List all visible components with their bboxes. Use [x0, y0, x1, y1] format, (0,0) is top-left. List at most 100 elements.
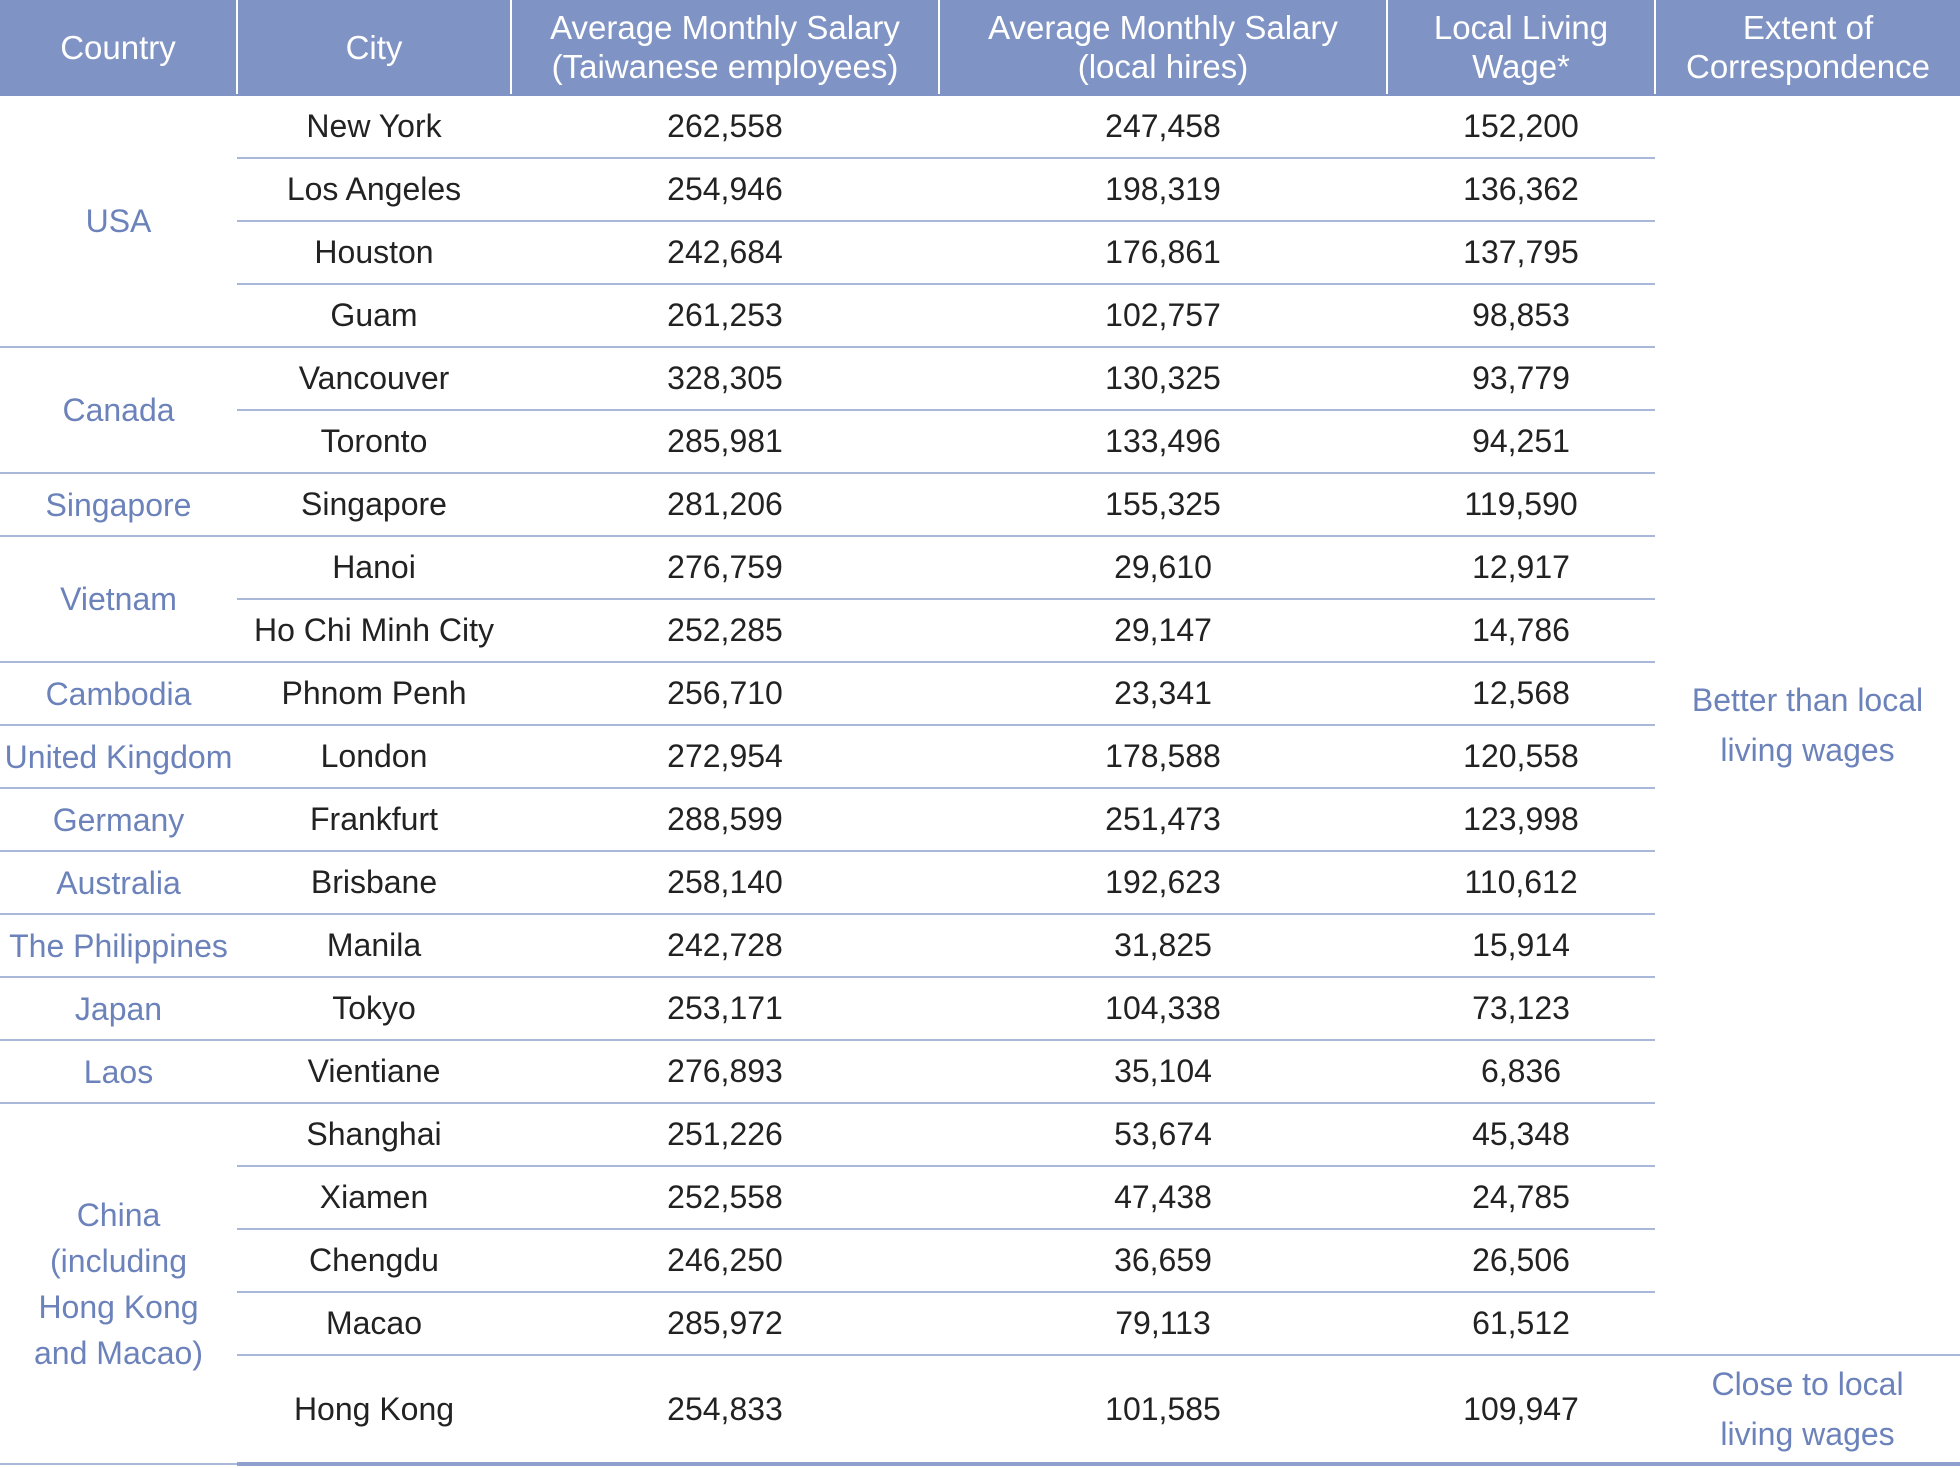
- table-row: Australia Brisbane 258,140 192,623 110,612: [0, 851, 1960, 915]
- table-row: Ho Chi Minh City 252,285 29,147 14,786: [0, 599, 1960, 663]
- living-wage-cell: 73,123: [1387, 977, 1655, 1041]
- living-wage-cell: 98,853: [1387, 284, 1655, 348]
- country-cell: Australia: [0, 851, 237, 915]
- salary-local-cell: 29,147: [939, 599, 1387, 663]
- salary-taiwanese-cell: 262,558: [511, 95, 939, 159]
- salary-local-cell: 23,341: [939, 662, 1387, 726]
- salary-local-cell: 178,588: [939, 725, 1387, 789]
- city-cell: Shanghai: [237, 1103, 511, 1167]
- city-cell: Guam: [237, 284, 511, 348]
- header-correspondence: Extent of Correspondence: [1654, 0, 1960, 96]
- table-row: Chengdu 246,250 36,659 26,506: [0, 1229, 1960, 1293]
- table-row: The Philippines Manila 242,728 31,825 15,914: [0, 914, 1960, 978]
- table-row: Toronto 285,981 133,496 94,251: [0, 410, 1960, 474]
- salary-taiwanese-cell: 276,893: [511, 1040, 939, 1104]
- salary-local-cell: 35,104: [939, 1040, 1387, 1104]
- table-row: Japan Tokyo 253,171 104,338 73,123: [0, 977, 1960, 1041]
- city-cell: Singapore: [237, 473, 511, 537]
- correspondence-cell: Better than local living wages: [1691, 682, 1924, 768]
- header-row: Country City Average Monthly Salary (Taiw…: [0, 0, 1960, 96]
- salary-local-cell: 176,861: [939, 221, 1387, 285]
- country-cell: United Kingdom: [0, 725, 237, 789]
- country-cell: Laos: [0, 1040, 237, 1104]
- salary-taiwanese-cell: 276,759: [511, 536, 939, 600]
- table-row: Laos Vientiane 276,893 35,104 6,836: [0, 1040, 1960, 1104]
- country-cell: Singapore: [0, 473, 237, 537]
- table-row: Macao 285,972 79,113 61,512: [0, 1292, 1960, 1356]
- salary-taiwanese-cell: 258,140: [511, 851, 939, 915]
- salary-taiwanese-cell: 254,833: [511, 1355, 939, 1466]
- country-cell: Canada: [0, 347, 237, 474]
- salary-local-cell: 192,623: [939, 851, 1387, 915]
- living-wage-cell: 12,917: [1387, 536, 1655, 600]
- city-cell: Phnom Penh: [237, 662, 511, 726]
- living-wage-cell: 26,506: [1387, 1229, 1655, 1293]
- city-cell: Brisbane: [237, 851, 511, 915]
- living-wage-cell: 94,251: [1387, 410, 1655, 474]
- city-cell: Chengdu: [237, 1229, 511, 1293]
- salary-local-cell: 36,659: [939, 1229, 1387, 1293]
- city-cell: Hong Kong: [237, 1355, 511, 1466]
- living-wage-cell: 24,785: [1387, 1166, 1655, 1230]
- living-wage-cell: 61,512: [1387, 1292, 1655, 1356]
- living-wage-cell: 45,348: [1387, 1103, 1655, 1167]
- city-cell: Toronto: [237, 410, 511, 474]
- salary-taiwanese-cell: 242,728: [511, 914, 939, 978]
- city-cell: London: [237, 725, 511, 789]
- living-wage-cell: 110,612: [1387, 851, 1655, 915]
- city-cell: Frankfurt: [237, 788, 511, 852]
- salary-taiwanese-cell: 285,972: [511, 1292, 939, 1356]
- country-cell: Germany: [0, 788, 237, 852]
- city-cell: Hanoi: [237, 536, 511, 600]
- table-row: China (including Hong Kong and Macao) Shangh…: [0, 1103, 1960, 1465]
- header-country: Country: [0, 0, 237, 96]
- salary-local-cell: 53,674: [939, 1103, 1387, 1167]
- salary-local-cell: 130,325: [939, 347, 1387, 411]
- salary-taiwanese-cell: 252,558: [511, 1166, 939, 1230]
- table-row: Xiamen 252,558 47,438 24,785: [0, 1166, 1960, 1230]
- living-wage-cell: 12,568: [1387, 662, 1655, 726]
- living-wage-cell: 93,779: [1387, 347, 1655, 411]
- salary-local-cell: 251,473: [939, 788, 1387, 852]
- salary-local-cell: 155,325: [939, 473, 1387, 537]
- city-cell: New York: [237, 95, 511, 159]
- country-cell: Japan: [0, 977, 237, 1041]
- correspondence-cell: Close to local living wages: [1655, 1354, 1960, 1466]
- table-row: Hong Kong 254,833 101,585 109,947 Close to l…: [0, 1354, 1960, 1466]
- salary-taiwanese-cell: 246,250: [511, 1229, 939, 1293]
- salary-taiwanese-cell: 272,954: [511, 725, 939, 789]
- salary-taiwanese-cell: 281,206: [511, 473, 939, 537]
- salary-local-cell: 79,113: [939, 1292, 1387, 1356]
- salary-local-cell: 29,610: [939, 536, 1387, 600]
- salary-local-cell: 101,585: [939, 1355, 1387, 1466]
- table-row: Houston 242,684 176,861 137,795: [0, 221, 1960, 285]
- living-wage-cell: 120,558: [1387, 725, 1655, 789]
- header-living-wage: Local Living Wage*: [1386, 0, 1655, 96]
- living-wage-cell: 119,590: [1387, 473, 1655, 537]
- salary-local-cell: 104,338: [939, 977, 1387, 1041]
- city-cell: Tokyo: [237, 977, 511, 1041]
- salary-taiwanese-cell: 251,226: [511, 1103, 939, 1167]
- salary-local-cell: 247,458: [939, 95, 1387, 159]
- country-cell: USA: [0, 95, 237, 348]
- header-salary-local: Average Monthly Salary (local hires): [938, 0, 1387, 96]
- table-row: USA New York 262,558 247,458 152,200 Better t…: [0, 95, 1960, 768]
- living-wage-cell: 14,786: [1387, 599, 1655, 663]
- salary-local-cell: 198,319: [939, 158, 1387, 222]
- living-wage-cell: 6,836: [1387, 1040, 1655, 1104]
- city-cell: Los Angeles: [237, 158, 511, 222]
- table-row: Germany Frankfurt 288,599 251,473 123,998: [0, 788, 1960, 852]
- table-row: Guam 261,253 102,757 98,853: [0, 284, 1960, 348]
- salary-taiwanese-cell: 288,599: [511, 788, 939, 852]
- city-cell: Vancouver: [237, 347, 511, 411]
- table-row: Los Angeles 254,946 198,319 136,362: [0, 158, 1960, 222]
- city-cell: Manila: [237, 914, 511, 978]
- table-row: Vietnam Hanoi 276,759 29,610 12,917: [0, 536, 1960, 663]
- country-cell: The Philippines: [0, 914, 237, 978]
- living-wage-cell: 137,795: [1387, 221, 1655, 285]
- salary-taiwanese-cell: 254,946: [511, 158, 939, 222]
- country-cell: Cambodia: [0, 662, 237, 726]
- country-cell: China (including Hong Kong and Macao): [0, 1103, 237, 1465]
